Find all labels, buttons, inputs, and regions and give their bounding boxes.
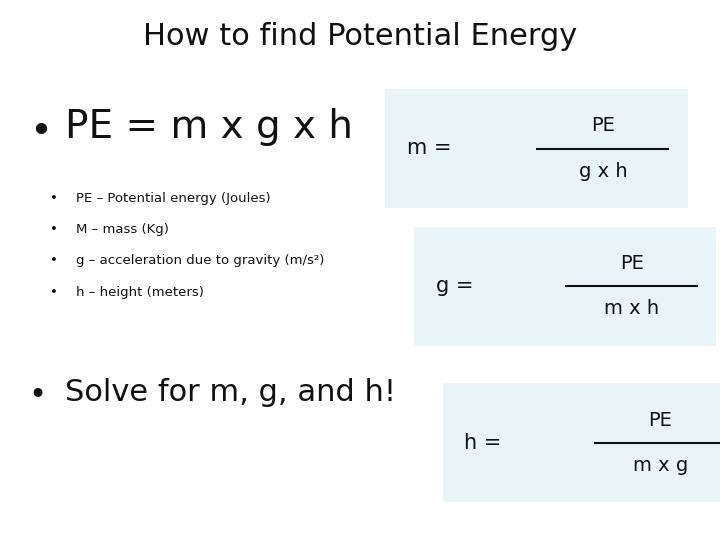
Text: PE – Potential energy (Joules): PE – Potential energy (Joules) <box>76 192 270 205</box>
Text: •: • <box>50 223 58 236</box>
Text: g =: g = <box>436 276 473 296</box>
Text: g x h: g x h <box>579 161 627 181</box>
Text: •: • <box>50 192 58 205</box>
Text: PE: PE <box>649 410 672 430</box>
Text: •: • <box>50 286 58 299</box>
Text: PE: PE <box>591 116 615 136</box>
Text: m =: m = <box>407 138 451 159</box>
Text: h =: h = <box>464 433 502 453</box>
Text: PE: PE <box>620 254 644 273</box>
Text: M – mass (Kg): M – mass (Kg) <box>76 223 168 236</box>
Text: h – height (meters): h – height (meters) <box>76 286 204 299</box>
Text: m x g: m x g <box>633 456 688 475</box>
Text: PE = m x g x h: PE = m x g x h <box>65 108 353 146</box>
Text: Solve for m, g, and h!: Solve for m, g, and h! <box>65 378 396 407</box>
FancyBboxPatch shape <box>443 383 720 502</box>
Text: How to find Potential Energy: How to find Potential Energy <box>143 22 577 51</box>
FancyBboxPatch shape <box>414 227 716 346</box>
Text: g – acceleration due to gravity (m/s²): g – acceleration due to gravity (m/s²) <box>76 254 324 267</box>
FancyBboxPatch shape <box>385 89 688 208</box>
Text: •: • <box>29 381 47 410</box>
Text: m x h: m x h <box>604 299 660 319</box>
Text: •: • <box>29 113 52 151</box>
Text: •: • <box>50 254 58 267</box>
